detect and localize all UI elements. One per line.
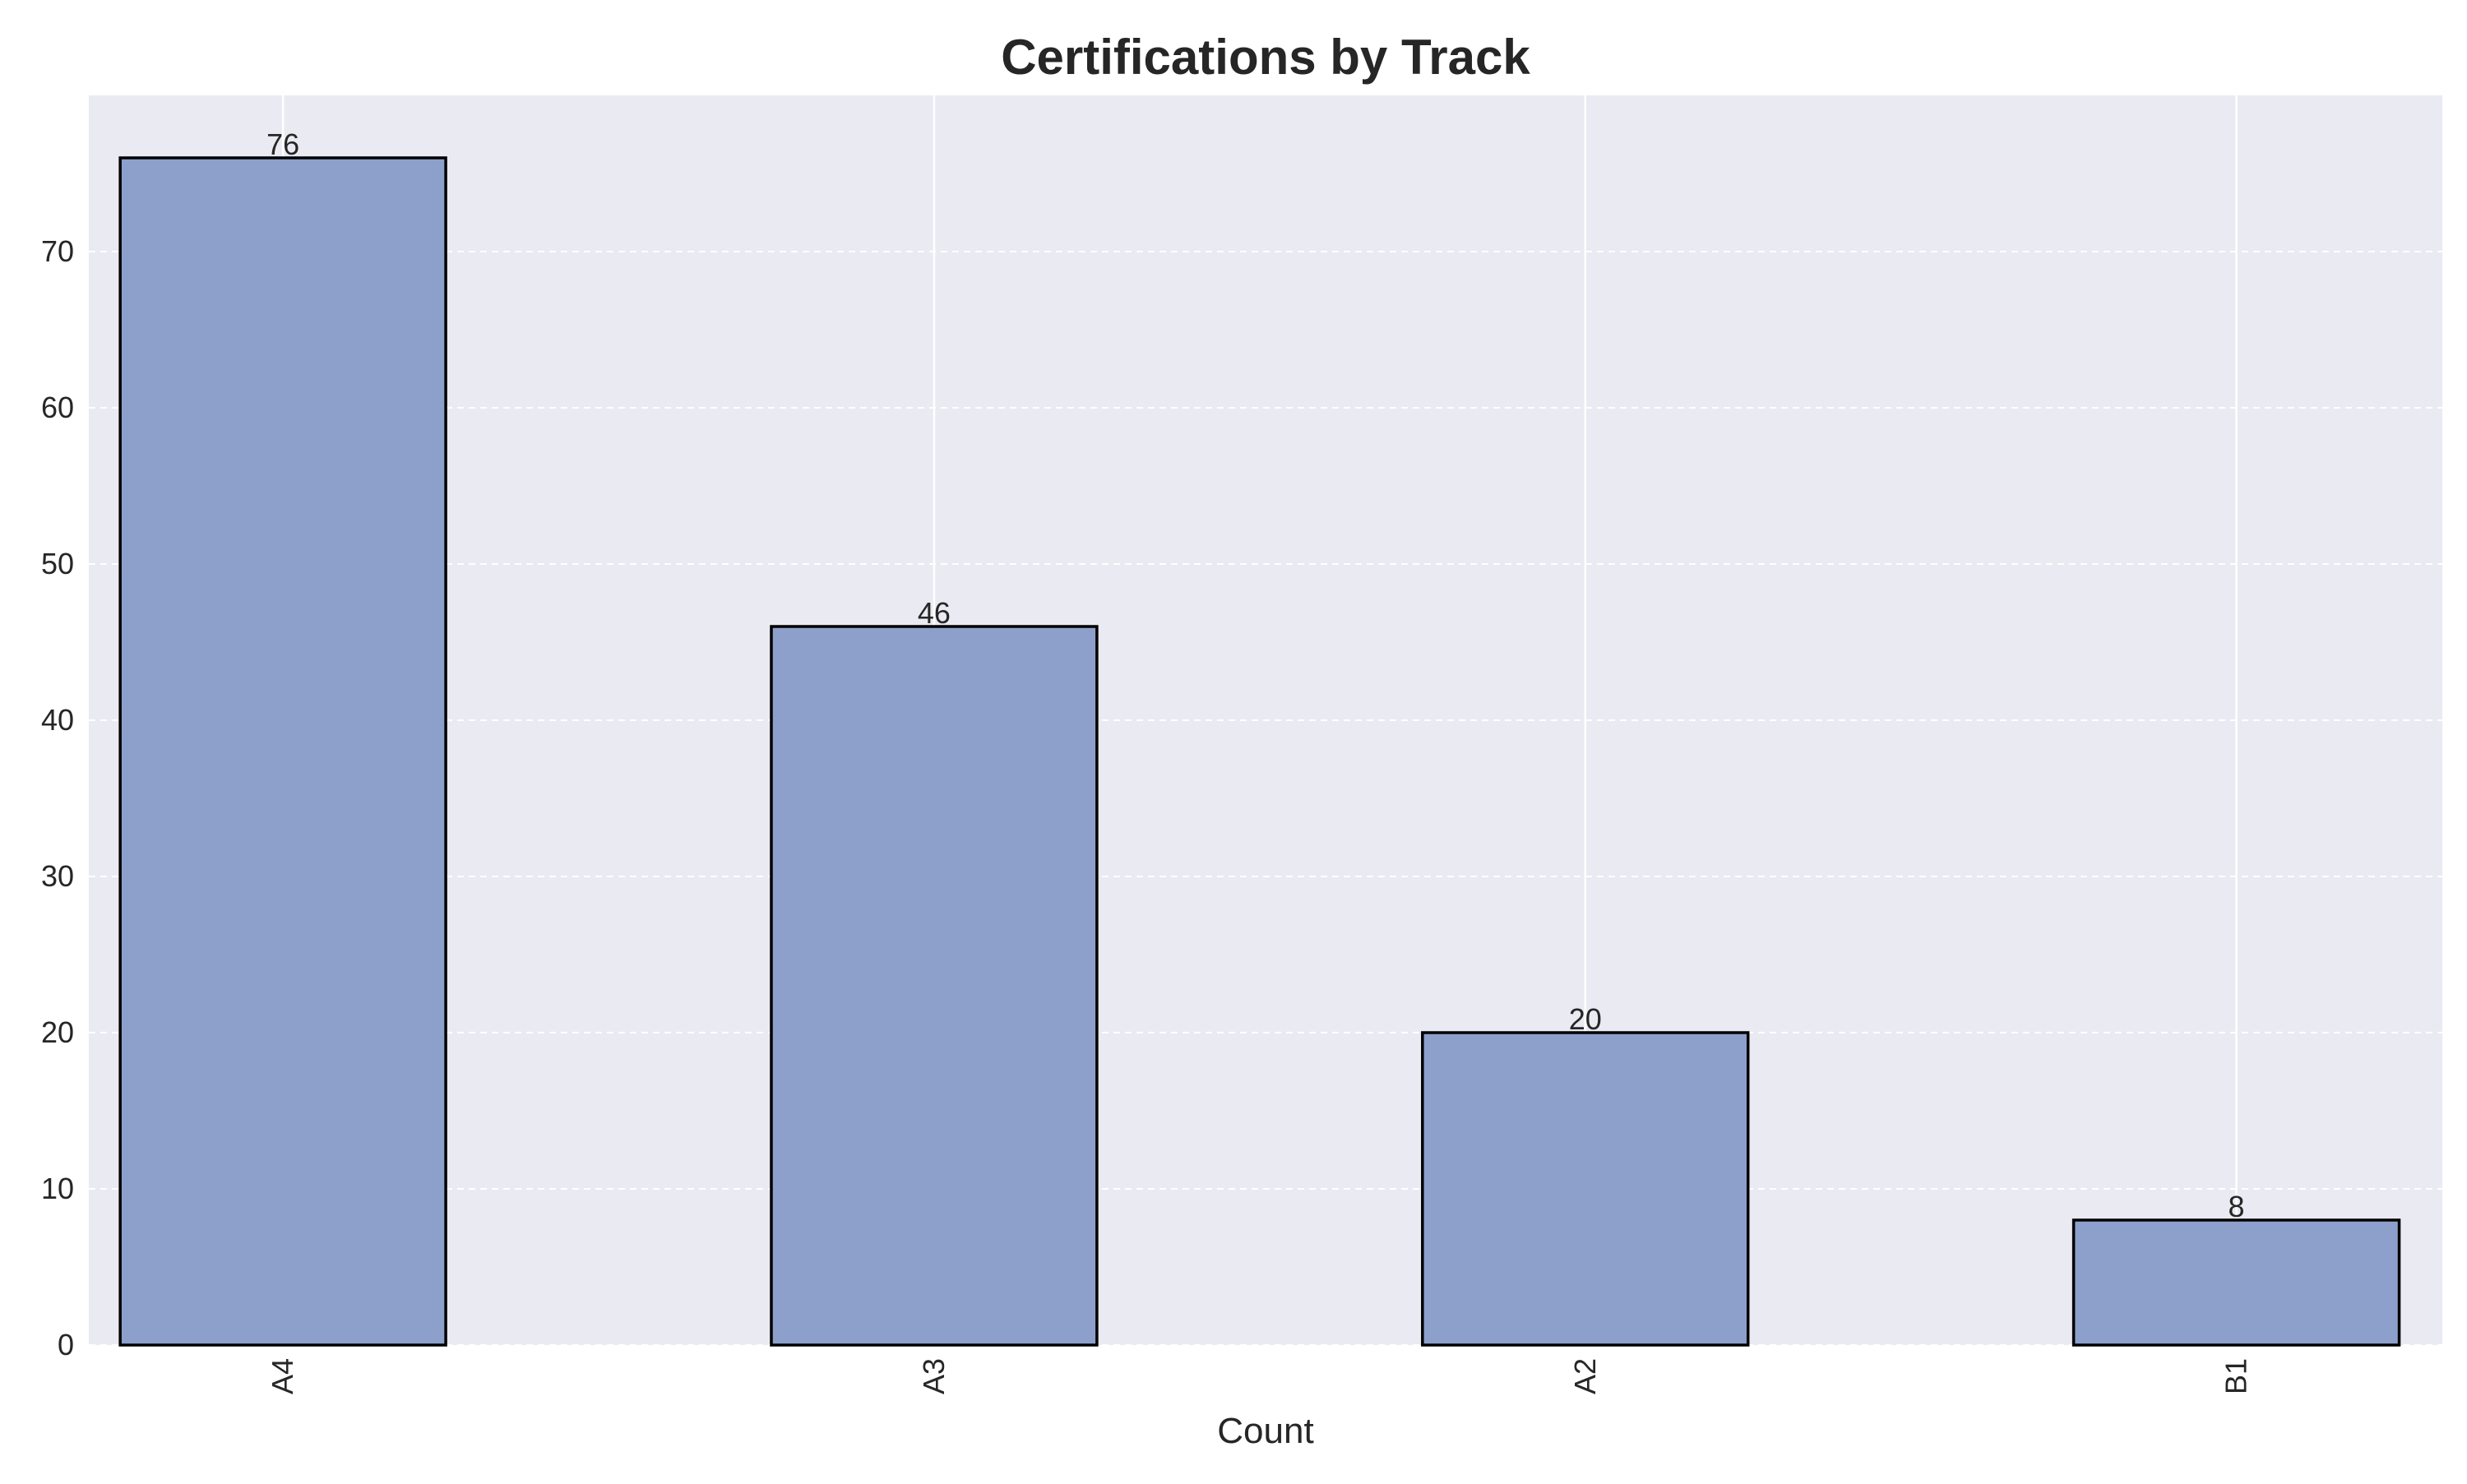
- y-tick-label: 0: [58, 1328, 74, 1361]
- bar-A4: [118, 156, 447, 1347]
- y-tick-label: 40: [41, 703, 74, 737]
- data-labels: 76 46 20 8: [266, 127, 2244, 1223]
- bar-A3: [770, 625, 1099, 1347]
- data-label-A2: 20: [1569, 1002, 1602, 1036]
- x-tick-label-A2: A2: [1568, 1358, 1602, 1394]
- x-axis-label: Count: [1217, 1411, 1313, 1451]
- chart-title: Certifications by Track: [1001, 30, 1530, 85]
- y-tick-label: 30: [41, 859, 74, 893]
- y-axis-ticks: 0 10 20 30 40 50 60 70: [41, 234, 74, 1361]
- y-tick-label: 50: [41, 547, 74, 580]
- bar-B1: [2071, 1218, 2401, 1347]
- data-label-A4: 76: [266, 127, 299, 161]
- bar-A2: [1421, 1031, 1750, 1347]
- y-tick-label: 60: [41, 391, 74, 424]
- x-tick-label-A3: A3: [917, 1358, 951, 1394]
- x-axis-ticks: A4 A3 A2 B1: [266, 1358, 2252, 1394]
- y-tick-label: 10: [41, 1172, 74, 1205]
- data-label-B1: 8: [2229, 1190, 2245, 1223]
- x-tick-label-B1: B1: [2219, 1358, 2253, 1394]
- bars: [118, 156, 2401, 1347]
- grid-lines: [89, 95, 2442, 1346]
- y-tick-label: 70: [41, 234, 74, 268]
- data-label-A3: 46: [918, 596, 951, 630]
- y-tick-label: 20: [41, 1015, 74, 1049]
- x-tick-label-A4: A4: [266, 1358, 299, 1394]
